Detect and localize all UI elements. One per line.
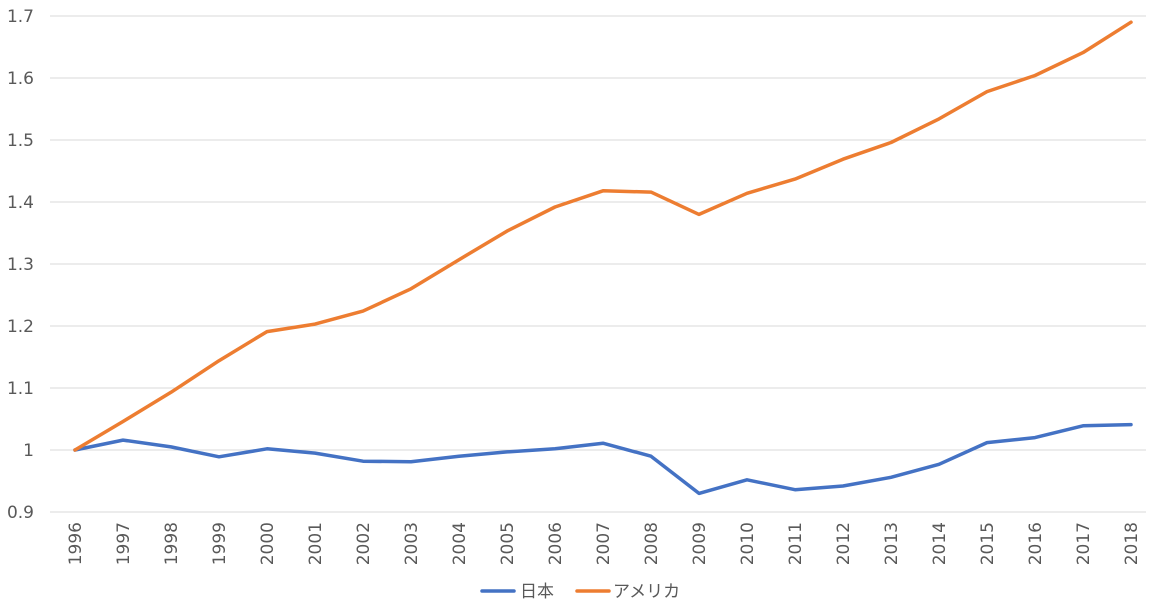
x-tick-label: 2015 (978, 522, 998, 565)
x-tick-label: 2006 (546, 522, 566, 565)
legend-label-1: アメリカ (613, 582, 680, 602)
x-tick-label: 1999 (210, 522, 230, 565)
series-line-0 (73, 422, 1133, 496)
x-tick-label: 2010 (738, 522, 758, 565)
y-tick-label: 1.2 (7, 317, 34, 337)
x-tick-label: 1996 (66, 522, 86, 565)
x-tick-label: 2008 (642, 522, 662, 565)
x-tick-label: 2013 (882, 522, 902, 565)
y-tick-label: 1.6 (7, 69, 34, 89)
x-tick-label: 2005 (498, 522, 518, 565)
y-tick-label: 0.9 (7, 503, 34, 523)
y-tick-label: 1.5 (7, 131, 34, 151)
y-tick-label: 1 (23, 441, 34, 461)
x-tick-label: 2012 (834, 522, 854, 565)
x-tick-label: 2018 (1122, 522, 1142, 565)
x-tick-label: 2001 (306, 522, 326, 565)
x-tick-label: 1998 (162, 522, 182, 565)
legend-label-0: 日本 (520, 582, 554, 602)
x-tick-label: 2014 (930, 522, 950, 565)
x-tick-label: 2004 (450, 522, 470, 565)
x-tick-label: 2003 (402, 522, 422, 565)
x-tick-label: 2000 (258, 522, 278, 565)
x-tick-label: 2007 (594, 522, 614, 565)
x-tick-label: 2017 (1074, 522, 1094, 565)
x-axis-tick-labels: 1996 1997 1998 1999 2000 2001 2002 2003 2004 2005… (66, 522, 1142, 565)
y-tick-label: 1.3 (7, 255, 34, 275)
y-tick-label: 1.7 (7, 7, 34, 27)
x-tick-label: 1997 (114, 522, 134, 565)
series-lines (73, 20, 1133, 496)
series-line-1 (73, 20, 1133, 452)
y-tick-label: 1.1 (7, 379, 34, 399)
gridlines (50, 15, 1146, 451)
x-tick-label: 2016 (1026, 522, 1046, 565)
x-tick-label: 2002 (354, 522, 374, 565)
x-tick-label: 2009 (690, 522, 710, 565)
x-tick-label: 2011 (786, 522, 806, 565)
legend: 日本 アメリカ (480, 582, 680, 602)
y-axis-tick-labels: 0.9 1 1.1 1.2 1.3 1.4 1.5 1.6 1.7 (7, 7, 34, 523)
y-tick-label: 1.4 (7, 193, 34, 213)
